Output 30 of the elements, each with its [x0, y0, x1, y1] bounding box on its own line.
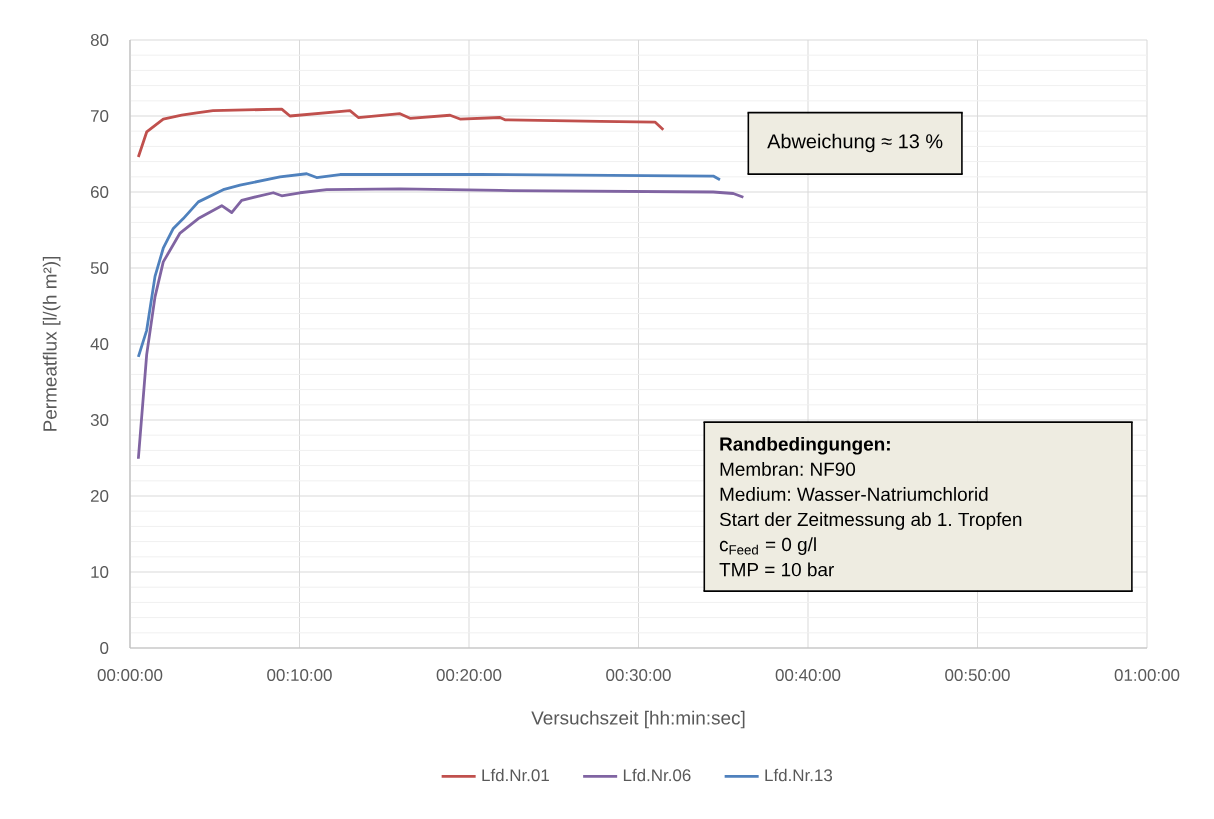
- line-series: [136, 107, 665, 159]
- y-axis-title: Permeatflux [l/(h m²)]: [42, 257, 61, 431]
- x-tick-label: 00:30:00: [606, 669, 671, 682]
- legend-label: Lfd.Nr.06: [623, 768, 691, 782]
- annotation: Membran: NF90: [720, 462, 856, 476]
- legend-label: Lfd.Nr.13: [765, 768, 833, 782]
- y-tick-label: 40: [90, 338, 109, 350]
- y-tick-label: 10: [91, 566, 109, 578]
- line-series: [136, 172, 722, 359]
- y-tick-label: 0: [100, 642, 109, 654]
- x-tick-label: 00:20:00: [436, 669, 502, 682]
- y-tick-label: 80: [90, 34, 109, 46]
- annotation: Medium: Wasser-Natriumchlorid: [720, 487, 988, 502]
- y-tick-label: 20: [90, 490, 109, 502]
- legend-label: Lfd.Nr.01: [482, 768, 549, 782]
- x-axis-title: Versuchszeit [hh:min:sec]: [531, 710, 745, 729]
- x-tick-label: 00:10:00: [267, 669, 332, 682]
- x-tick-label: 01:00:00: [1114, 669, 1180, 682]
- y-tick-label: 50: [90, 262, 109, 274]
- y-tick-label: 30: [90, 414, 109, 426]
- annotation: Start der Zeitmessung ab 1. Tropfen: [719, 512, 1022, 530]
- annotation: Abweichung ≈ 13 %: [767, 133, 943, 153]
- x-tick-label: 00:40:00: [775, 669, 841, 682]
- x-tick-label: 00:00:00: [97, 669, 163, 682]
- annotation: Randbedingungen:: [720, 436, 890, 455]
- annotation: TMP = 10 bar: [719, 562, 834, 577]
- annotation: c$_{Feed}$ = 0 g/l: [719, 537, 816, 555]
- y-tick-label: 60: [91, 186, 109, 198]
- y-tick-label: 70: [91, 110, 109, 122]
- x-tick-label: 00:50:00: [945, 669, 1010, 682]
